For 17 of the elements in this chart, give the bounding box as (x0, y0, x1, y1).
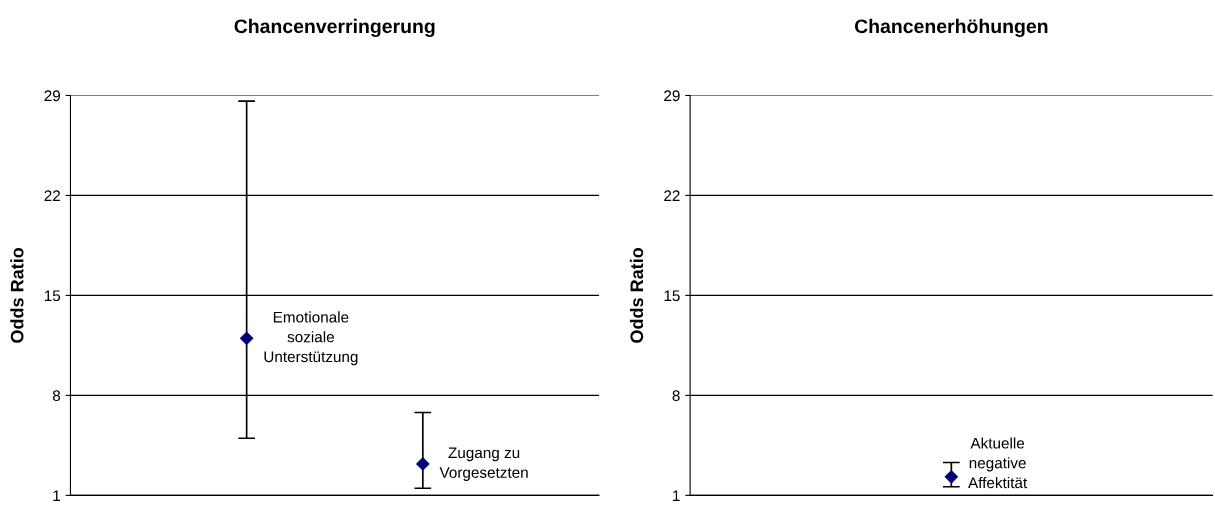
y-tick-label: 15 (44, 290, 61, 302)
y-tick-label: 8 (672, 390, 680, 402)
y-tick-label: 22 (44, 190, 60, 201)
y-axis-title: Odds Ratio (629, 247, 644, 343)
y-tick-label: 29 (664, 90, 680, 102)
annotation: Emotionale soziale Unterstützung (264, 311, 358, 366)
chart-title: Chancenerhöhungen (854, 18, 1048, 38)
annotation: Zugang zu Vorgesetzten (439, 447, 528, 481)
y-tick-label: 1 (673, 490, 680, 501)
y-tick-label: 22 (664, 190, 680, 201)
y-axis-title: Odds Ratio (10, 247, 24, 343)
y-tick-label: 1 (53, 490, 60, 501)
y-tick-label: 15 (664, 290, 680, 302)
y-tick-label: 8 (52, 390, 61, 402)
chart-title: Chancenverringerung (234, 18, 435, 38)
annotation: Aktuelle negative Affektität (968, 437, 1028, 489)
y-tick-label: 29 (44, 90, 61, 102)
